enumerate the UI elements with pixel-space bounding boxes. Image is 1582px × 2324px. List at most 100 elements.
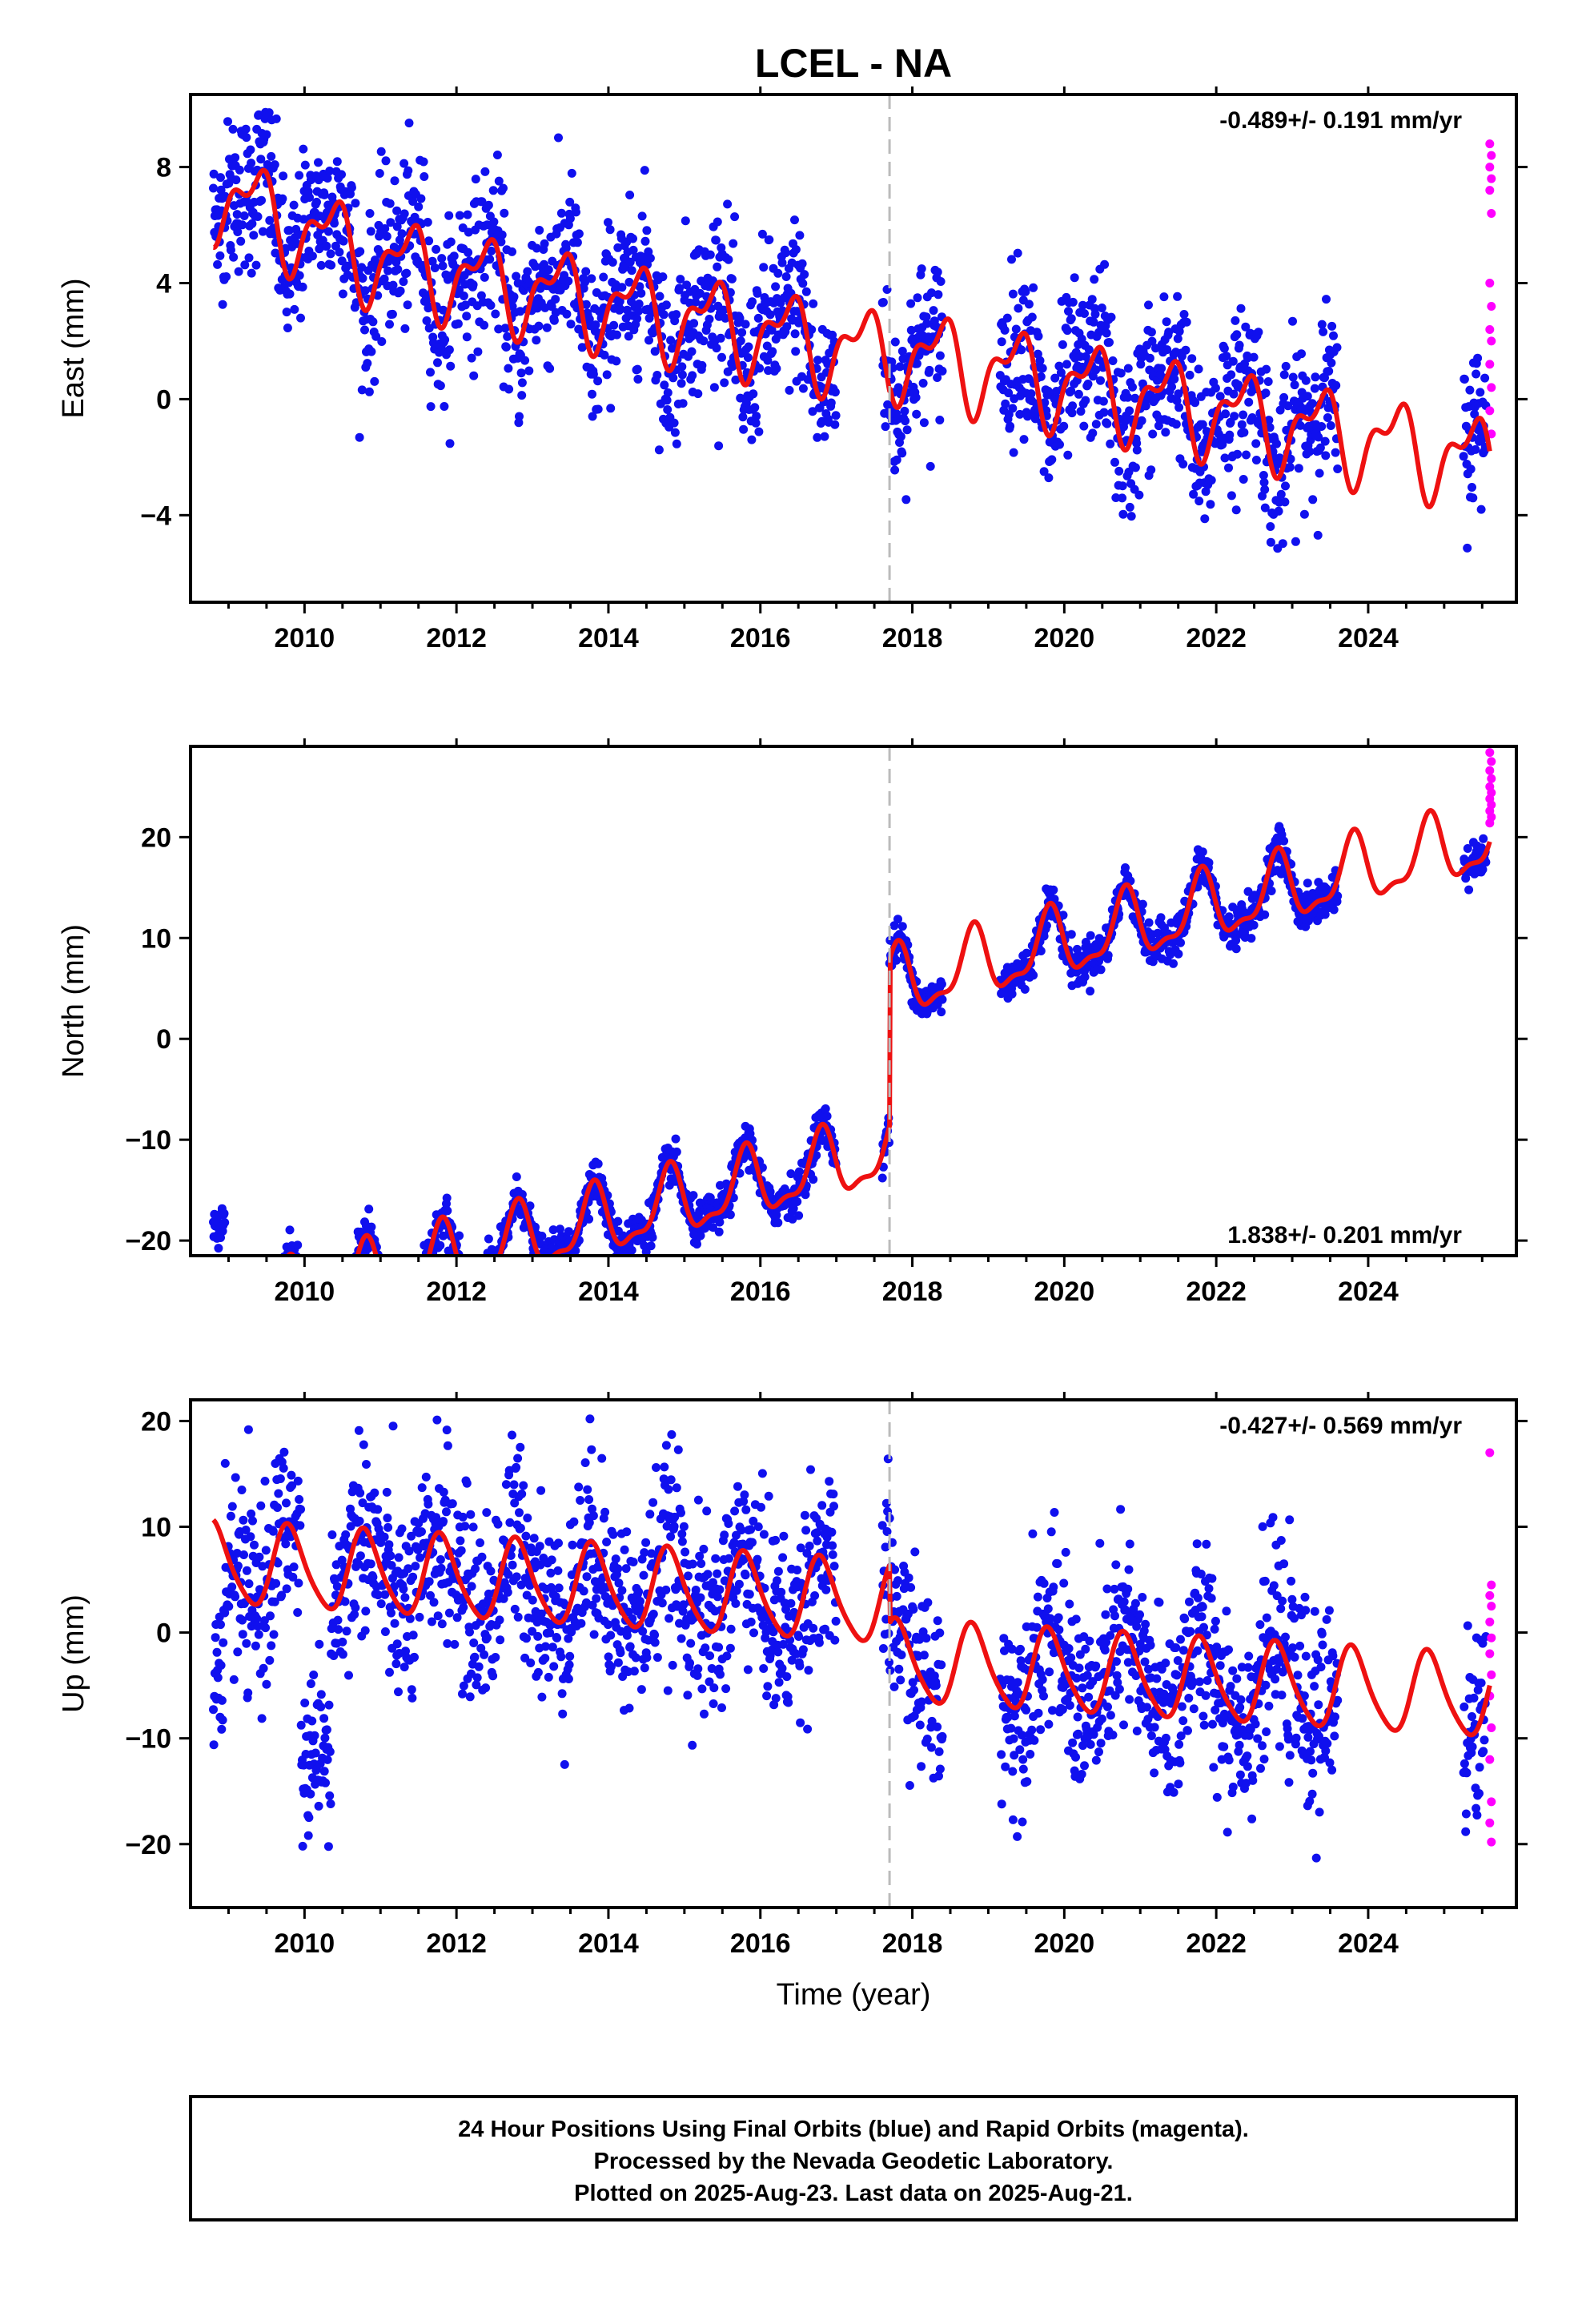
final-point [322,1310,331,1319]
final-point [682,280,692,290]
final-point [512,1572,521,1582]
final-point [1066,314,1076,324]
final-point [705,250,715,259]
final-point [1236,304,1246,313]
final-point [1024,300,1034,309]
final-point [617,283,627,292]
final-point [773,1218,783,1228]
final-point [319,1714,329,1723]
final-point [348,1257,357,1266]
final-point [311,1316,319,1325]
final-point [658,272,668,282]
final-point [493,1519,503,1529]
final-point [232,1334,241,1343]
final-point [401,1295,410,1304]
final-point [246,1532,255,1542]
final-point [410,1282,419,1291]
final-point [482,1508,492,1518]
final-point [1125,406,1134,416]
final-point [243,1425,253,1434]
final-point [697,360,707,370]
final-point [391,1299,400,1308]
final-point [390,1287,399,1296]
final-point [1465,385,1475,395]
final-point [458,1512,468,1522]
final-point [553,1269,562,1278]
final-point [711,235,721,245]
final-point [1290,380,1299,390]
final-point [216,185,226,195]
rapid-point [1487,151,1496,160]
final-point [1022,948,1031,958]
final-point [229,252,239,262]
final-point [1260,485,1270,494]
final-point [1170,368,1179,377]
final-point [735,313,745,323]
final-point [404,1282,413,1291]
final-point [257,195,266,205]
final-point [699,336,709,346]
final-point [490,1265,499,1273]
final-point [1310,384,1319,393]
final-point [1468,493,1478,503]
final-point [532,243,541,253]
final-point [512,1172,521,1181]
final-point [762,341,772,351]
final-point [257,1714,267,1723]
final-point [296,313,305,323]
final-point [1174,389,1183,399]
final-point [251,1344,259,1353]
final-point [318,1309,327,1317]
final-point [1110,457,1119,467]
final-point [293,1268,302,1277]
final-point [752,412,761,421]
final-point [572,238,582,247]
final-point [1038,364,1047,373]
final-point [1083,380,1093,388]
final-point [329,1316,338,1325]
final-point [1088,428,1098,438]
final-point [319,1767,329,1776]
final-point [1327,358,1336,368]
final-point [370,1488,379,1498]
final-point [488,1270,496,1279]
final-point [375,1264,383,1273]
final-point [226,1314,235,1323]
final-point [669,373,678,383]
final-point [313,1309,322,1318]
final-point [1146,465,1156,475]
final-point [229,1675,239,1684]
final-point [554,133,563,143]
final-point [251,260,261,270]
final-point [384,1288,393,1297]
final-point [343,1289,352,1298]
final-point [258,1323,267,1332]
final-point [239,1339,247,1348]
final-point [569,1517,579,1526]
final-point [467,1582,476,1591]
final-point [334,1625,343,1634]
final-point [1194,364,1203,374]
final-point [266,1300,275,1309]
final-orbit-points-east [209,107,1491,553]
final-point [388,1421,398,1431]
final-point [509,1480,519,1490]
x-tick-label: 2024 [1338,1277,1399,1307]
final-point [654,445,664,455]
final-point [394,1553,404,1562]
final-point [525,1201,535,1211]
final-point [1307,399,1317,408]
final-point [216,173,225,183]
final-point [540,239,549,248]
final-point [548,1642,557,1652]
final-point [357,263,367,272]
final-point [567,168,576,178]
final-point [386,1303,395,1312]
final-point [271,1578,281,1588]
final-point [1327,321,1337,331]
final-point [1221,409,1231,419]
final-point [1064,307,1073,316]
final-point [1173,334,1182,344]
final-point [247,268,256,278]
final-point [917,264,926,274]
